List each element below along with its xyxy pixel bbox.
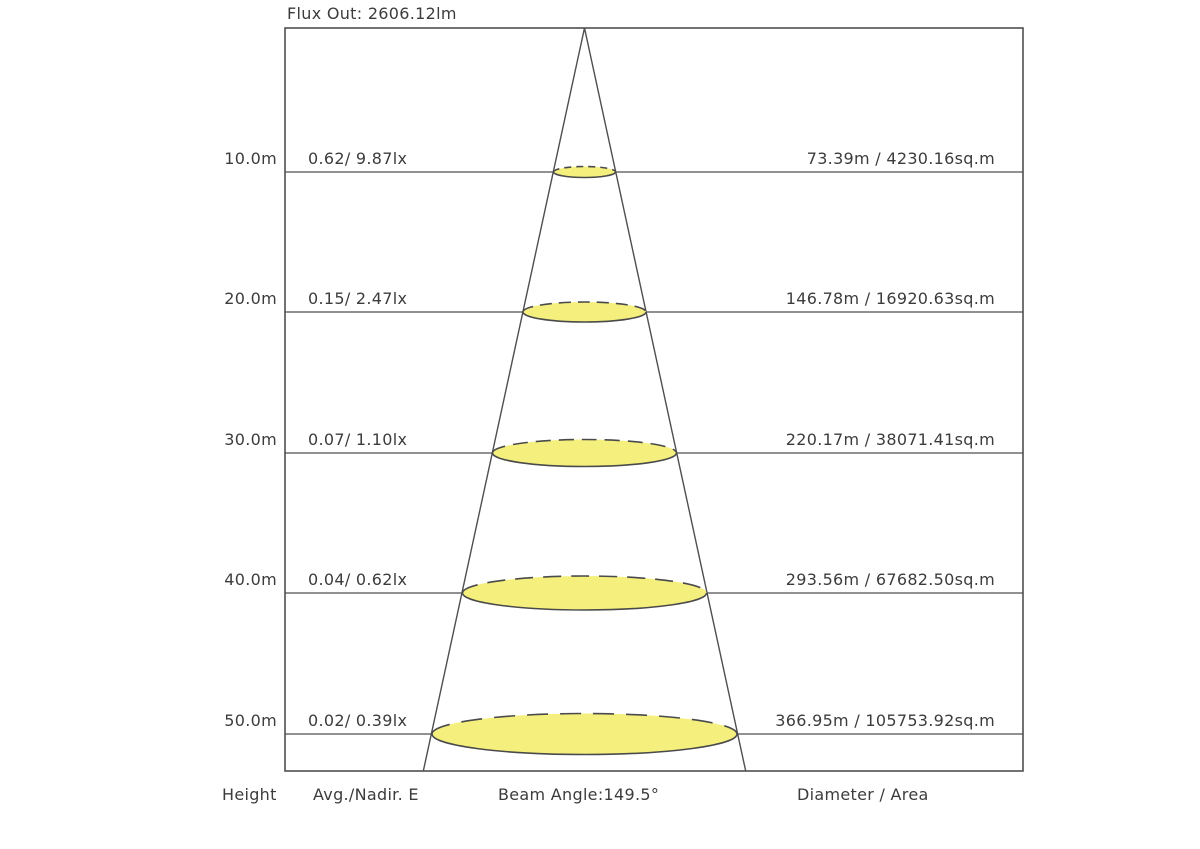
beam-ellipse-10m — [552, 165, 617, 179]
beam-ellipse-fill — [523, 302, 646, 322]
beam-ellipse-fill — [553, 166, 616, 178]
footer-height-caption: Height — [222, 785, 277, 804]
beam-ellipse-20m — [522, 301, 647, 323]
beam-ellipse-top-arc — [522, 301, 647, 313]
cone-edges — [422, 27, 747, 772]
beam-ellipse-bottom-arc — [552, 171, 617, 179]
flux-out-title: Flux Out: 2606.12lm — [287, 4, 457, 23]
beam-ellipse-top-arc — [552, 165, 617, 173]
height-label-50m: 50.0m — [224, 711, 277, 730]
beam-ellipse-bottom-arc — [461, 592, 708, 611]
height-label-20m: 20.0m — [224, 289, 277, 308]
beam-ellipse-fill — [462, 576, 707, 610]
beam-ellipse-fill — [492, 439, 677, 467]
diameter-area-value-10m: 73.39m / 4230.16sq.m — [806, 149, 995, 168]
footer-diameter-area-caption: Diameter / Area — [797, 785, 929, 804]
beam-ellipse-bottom-arc — [491, 452, 678, 468]
avg-nadir-value-20m: 0.15/ 2.47lx — [308, 289, 408, 308]
footer-avg-nadir-caption: Avg./Nadir. E — [313, 785, 419, 804]
diameter-area-value-50m: 366.95m / 105753.92sq.m — [775, 711, 995, 730]
beam-ellipse-top-arc — [491, 438, 678, 454]
cone-edge-right — [583, 27, 747, 772]
beam-ellipse-50m — [431, 712, 738, 756]
diameter-area-value-30m: 220.17m / 38071.41sq.m — [785, 430, 995, 449]
diameter-area-value-20m: 146.78m / 16920.63sq.m — [785, 289, 995, 308]
beam-ellipses — [431, 165, 738, 756]
avg-nadir-value-40m: 0.04/ 0.62lx — [308, 570, 408, 589]
beam-ellipse-top-arc — [431, 712, 738, 735]
beam-ellipse-40m — [461, 575, 708, 611]
beam-ellipse-bottom-arc — [431, 733, 738, 756]
avg-nadir-value-30m: 0.07/ 1.10lx — [308, 430, 408, 449]
height-label-30m: 30.0m — [224, 430, 277, 449]
height-label-40m: 40.0m — [224, 570, 277, 589]
height-label-10m: 10.0m — [224, 149, 277, 168]
footer-beam-angle-caption: Beam Angle:149.5° — [498, 785, 660, 804]
beam-ellipse-bottom-arc — [522, 311, 647, 323]
diameter-area-value-40m: 293.56m / 67682.50sq.m — [785, 570, 995, 589]
beam-ellipse-30m — [491, 438, 678, 468]
avg-nadir-value-50m: 0.02/ 0.39lx — [308, 711, 408, 730]
beam-ellipse-top-arc — [461, 575, 708, 594]
cone-edge-left — [422, 27, 586, 772]
plot-frame — [284, 27, 1024, 772]
beam-ellipse-fill — [432, 713, 737, 755]
avg-nadir-value-10m: 0.62/ 9.87lx — [308, 149, 408, 168]
